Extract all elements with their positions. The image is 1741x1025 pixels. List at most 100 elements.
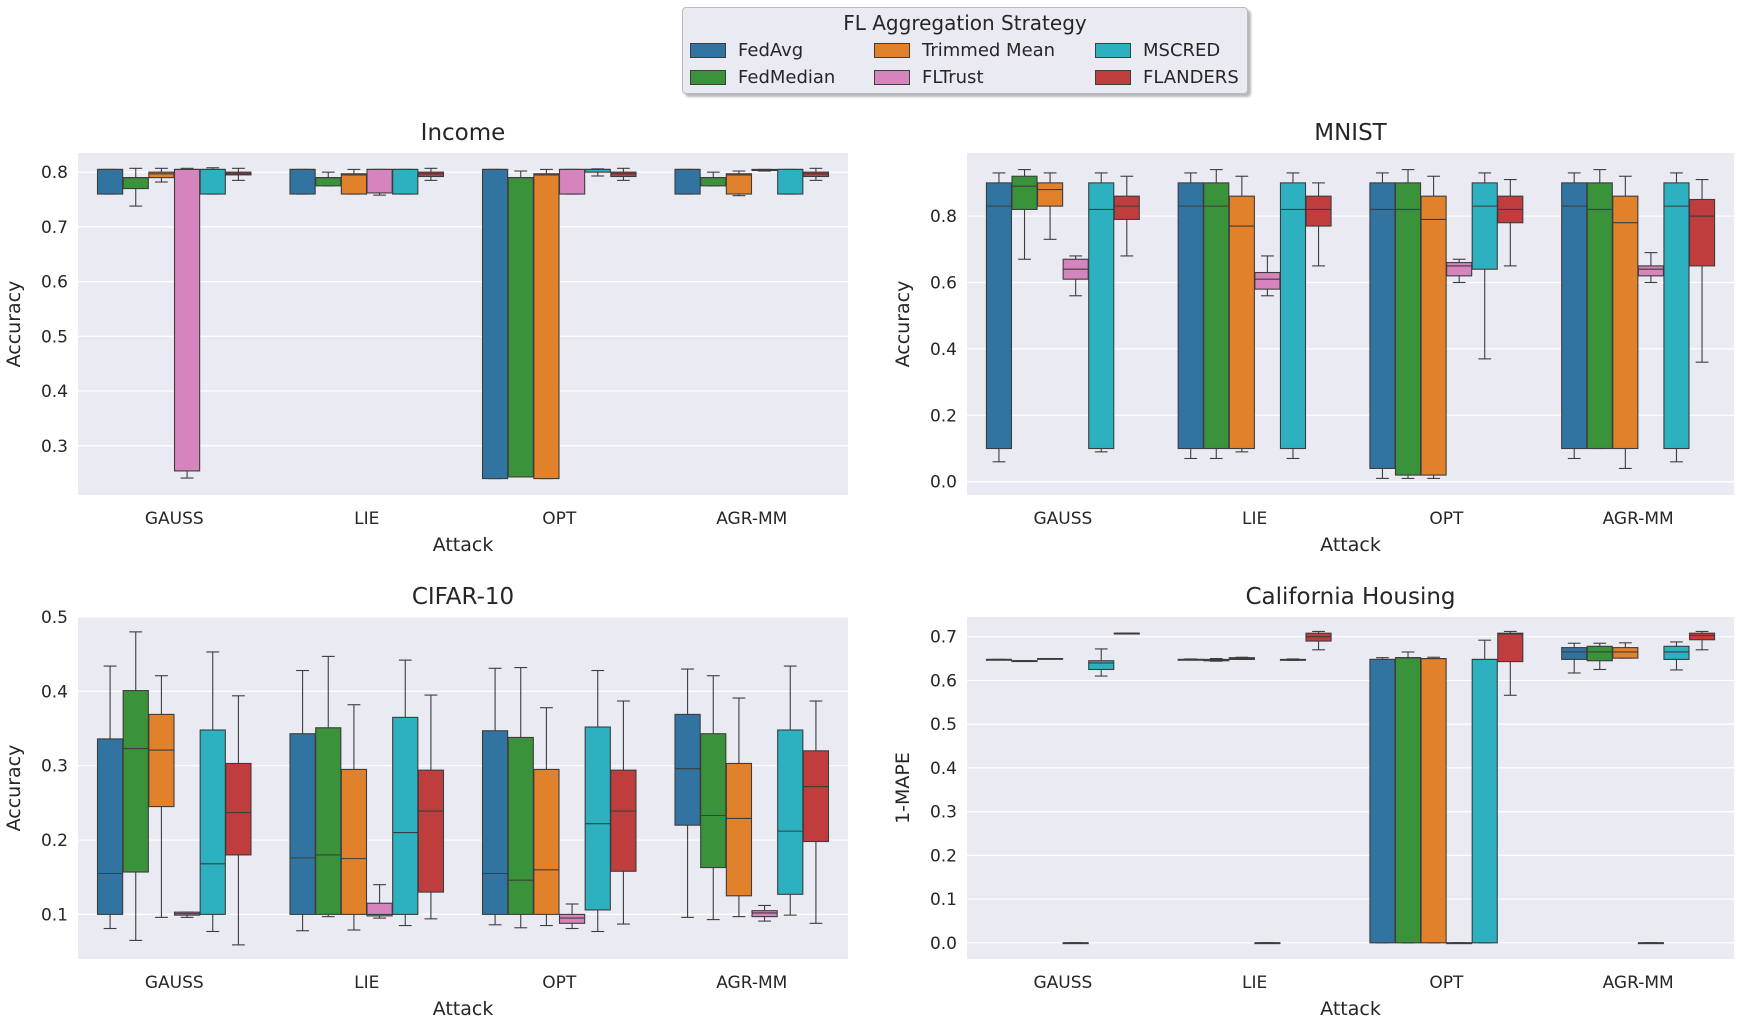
x-tick-label: OPT [542,509,577,529]
box-body [340,173,368,195]
legend-item-trimmed-mean: Trimmed Mean [874,38,1055,62]
y-tick-label: 0.5 [41,327,68,347]
box-body [392,716,419,915]
y-tick-label: 0.4 [930,340,957,360]
box-mnist-fltrust-gauss [1062,255,1089,297]
box-body [725,762,753,897]
y-tick-label: 0.7 [930,628,957,648]
box-body [148,171,175,179]
box-body [533,768,560,915]
x-tick-label: LIE [1242,509,1267,529]
x-tick-label: OPT [1429,509,1464,529]
box-income-flanders-opt [610,167,637,181]
box-california-housing-fedavg-opt [1369,657,1396,944]
y-tick-label: 0.1 [930,890,957,910]
box-california-housing-mscred-lie [1279,658,1307,661]
box-california-housing-flanders-lie [1305,630,1332,651]
box-body [802,750,830,843]
box-cifar-10-fedavg-opt [481,667,509,926]
box-california-housing-fedmedian-opt [1394,651,1422,944]
box-cifar-10-mscred-opt [584,669,611,933]
box-income-fltrust-agr-mm [751,168,778,172]
box-mnist-fedmedian-opt [1394,169,1422,479]
legend-label-fedavg: FedAvg [738,39,804,61]
box-california-housing-trimmed-mean-gauss [1037,657,1064,660]
box-income-fedavg-agr-mm [674,168,701,195]
box-body [777,168,804,195]
box-mnist-fedavg-agr-mm [1561,172,1588,460]
legend: FL Aggregation Strategy FedAvg FedMedian… [682,7,1248,94]
box-body [1446,262,1473,277]
box-body [1586,182,1613,450]
box-body [507,177,534,478]
box-mnist-fedmedian-lie [1203,169,1230,460]
box-body [366,168,393,194]
legend-item-mscred: MSCRED [1095,38,1220,62]
box-body [122,690,149,873]
box-body [1394,657,1422,944]
x-axis-label: Attack [433,534,494,556]
y-tick-label: 0.3 [41,757,68,777]
box-body [1369,182,1396,469]
y-tick-label: 0.0 [930,473,957,493]
box-body [1561,182,1588,450]
box-body [392,168,419,195]
y-tick-label: 0.4 [41,382,68,402]
box-body [700,733,727,869]
box-income-mscred-opt [584,168,611,177]
y-tick-label: 0.5 [930,715,957,735]
legend-item-fltrust: FLTrust [874,65,984,89]
box-cifar-10-flanders-agr-mm [802,700,830,924]
x-tick-label: AGR-MM [716,509,787,529]
box-california-housing-fedmedian-lie [1203,657,1230,662]
box-california-housing-fltrust-opt [1446,942,1473,945]
x-tick-label: GAUSS [145,973,204,993]
box-california-housing-mscred-opt [1471,639,1498,944]
box-body [558,168,586,195]
x-tick-label: AGR-MM [1603,973,1674,993]
panel-cifar-10: 0.1 0.2 0.3 0.4 0.5 GAUSS LIE OPT AGR-MM CIFAR-10… [3,584,848,1020]
x-axis-label: Attack [433,998,494,1020]
legend-label-flanders: FLANDERS [1143,66,1239,88]
box-body [777,729,804,895]
y-tick-label: 0.1 [41,905,68,925]
box-california-housing-fedavg-gauss [985,658,1013,661]
box-california-housing-fltrust-gauss [1062,942,1089,945]
box-body [674,168,701,195]
box-body [1088,182,1115,450]
box-body [1420,657,1447,944]
box-body [1254,271,1281,290]
box-mnist-trimmed-mean-gauss [1037,172,1064,240]
box-body [985,182,1013,450]
y-tick-label: 0.8 [930,207,957,227]
box-california-housing-fedmedian-gauss [1011,660,1038,663]
y-tick-label: 0.2 [41,831,68,851]
legend-label-trimmed-mean: Trimmed Mean [922,39,1056,61]
box-mnist-fedavg-opt [1369,172,1396,479]
x-axis-label: Attack [1320,998,1381,1020]
box-body [315,727,342,915]
box-body [507,736,534,915]
y-tick-label: 0.4 [930,759,957,779]
box-california-housing-mscred-agr-mm [1663,641,1690,671]
box-income-mscred-lie [392,168,419,195]
box-income-fltrust-gauss [173,167,201,479]
box-body [289,733,316,915]
y-tick-label: 0.4 [41,682,68,702]
box-california-housing-flanders-opt [1497,630,1524,696]
box-cifar-10-trimmed-mean-opt [533,707,560,927]
box-income-fedmedian-lie [315,171,342,187]
box-california-housing-fltrust-lie [1254,942,1281,945]
box-body [1228,195,1255,450]
box-income-fedavg-opt [481,168,509,480]
box-body [1612,195,1639,450]
box-cifar-10-fltrust-agr-mm [751,904,778,922]
y-axis-label: Accuracy [3,745,25,832]
x-tick-label: AGR-MM [1603,509,1674,529]
y-tick-label: 0.3 [41,437,68,457]
legend-label-mscred: MSCRED [1143,39,1221,61]
box-body [1305,195,1332,227]
box-body [751,910,778,918]
box-mnist-trimmed-mean-agr-mm [1612,175,1639,469]
box-mnist-fedmedian-agr-mm [1586,169,1613,450]
